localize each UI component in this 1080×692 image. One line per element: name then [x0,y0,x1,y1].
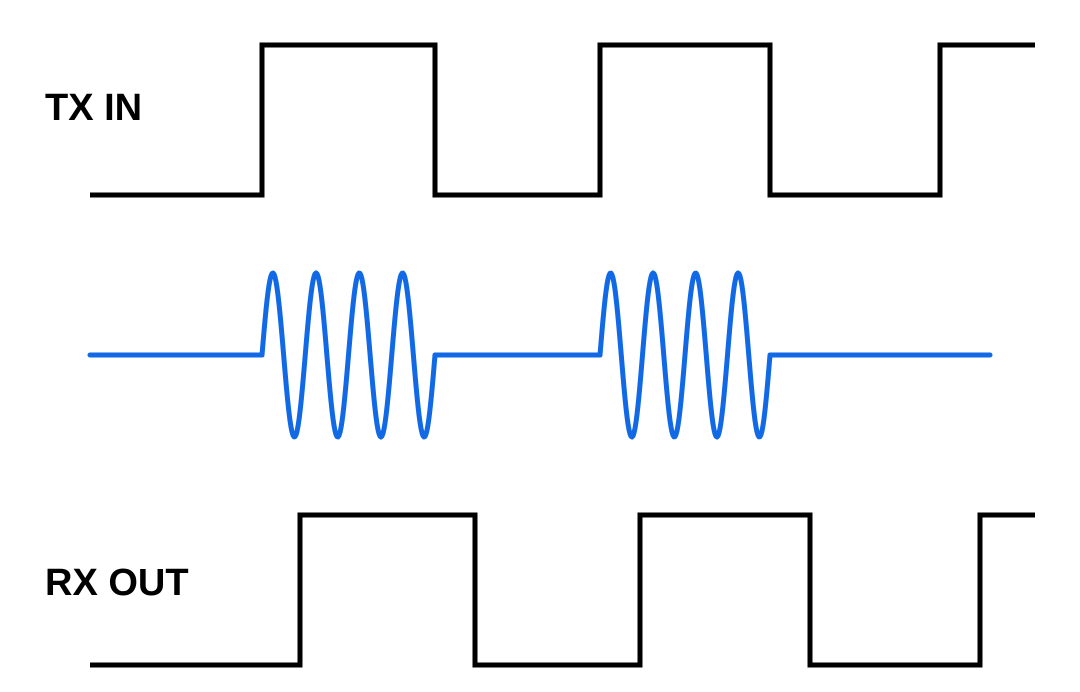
rx-out-label: RX OUT [45,562,189,604]
tx-in-label: TX IN [45,87,142,129]
rx-square-wave [90,515,1035,665]
tx-square-wave [90,45,1035,195]
signal-diagram: TX IN RX OUT [0,0,1080,692]
modulated-carrier [90,273,990,437]
